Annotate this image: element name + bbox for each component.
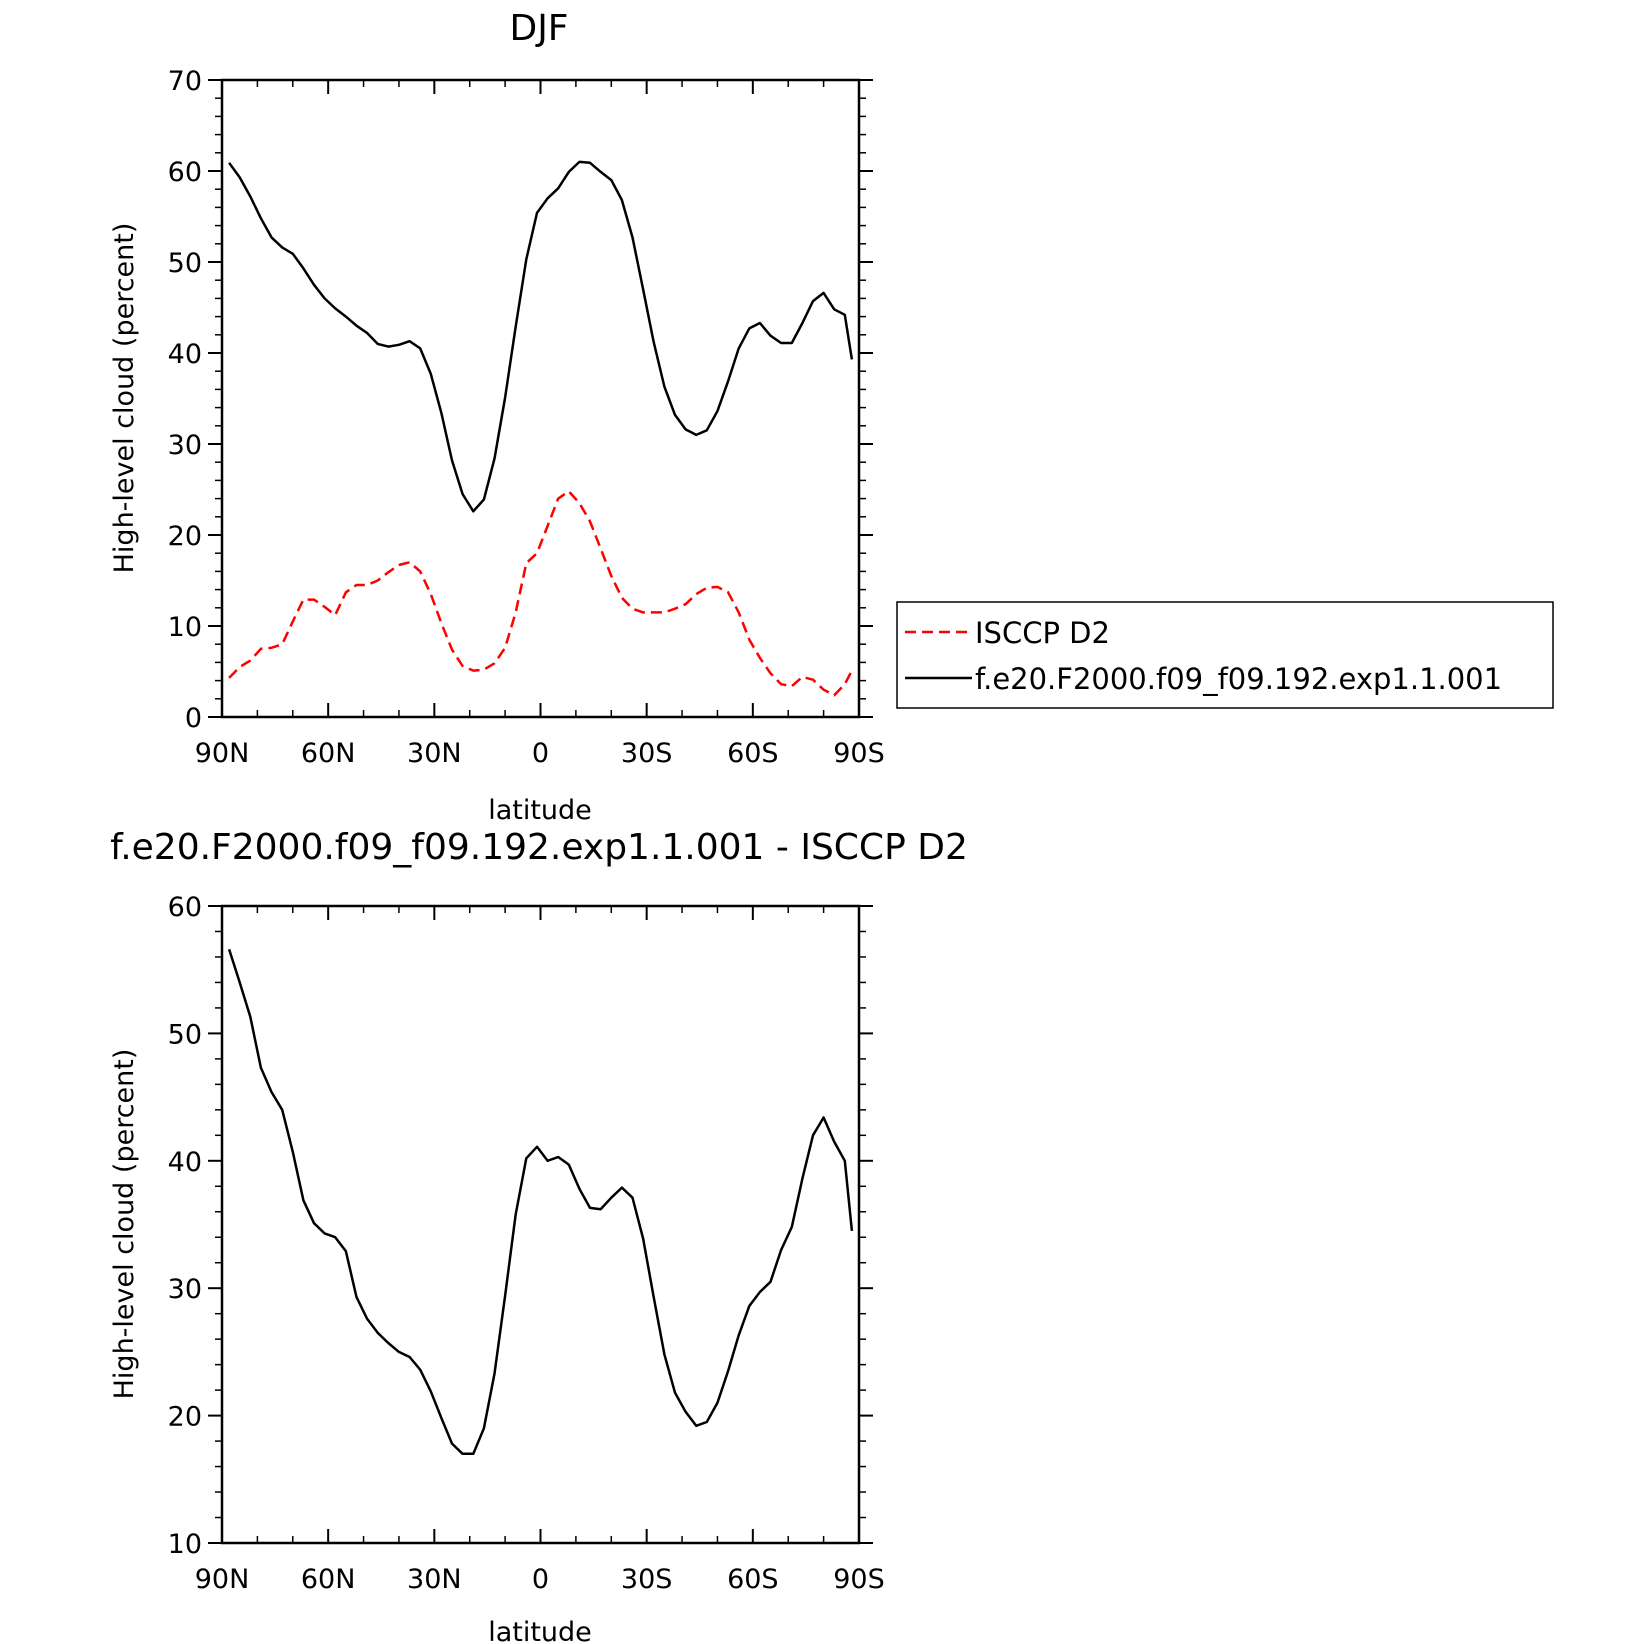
y-tick-label: 0 (185, 703, 202, 734)
x-tick-label: 90S (833, 1564, 885, 1595)
x-tick-label: 0 (532, 738, 549, 769)
y-tick-label: 50 (168, 1019, 202, 1050)
tick-labels-group: 90N 60N 30N 0 30S 60S 90S 10 20 30 40 50 60 (168, 892, 885, 1595)
x-tick-label: 90N (195, 1564, 250, 1595)
ticks-group (208, 905, 873, 1544)
y-tick-label: 20 (168, 1402, 202, 1433)
plot-area (227, 948, 854, 1456)
series-line-1 (228, 160, 854, 513)
plot-frame (220, 904, 861, 1545)
series-line-0 (227, 948, 854, 1456)
x-tick-label: 30N (407, 738, 462, 769)
y-tick-label: 10 (168, 1529, 202, 1560)
x-axis-label: latitude (488, 795, 592, 826)
chart-title: DJF (509, 8, 568, 49)
legend-label-isccp: ISCCP D2 (975, 616, 1110, 650)
x-tick-label: 60S (727, 1564, 779, 1595)
x-axis-label: latitude (488, 1617, 592, 1644)
chart-title: f.e20.F2000.f09_f09.192.exp1.1.001 - ISC… (110, 827, 968, 868)
x-tick-label: 0 (532, 1564, 549, 1595)
legend: ISCCP D2 f.e20.F2000.f09_f09.192.exp1.1.… (896, 601, 1554, 709)
y-tick-label: 50 (168, 248, 202, 279)
legend-box (896, 601, 1554, 709)
y-tick-label: 40 (168, 339, 202, 370)
ticks-group (208, 79, 873, 718)
x-tick-label: 30S (621, 1564, 673, 1595)
x-tick-label: 30S (621, 738, 673, 769)
y-tick-label: 70 (168, 66, 202, 97)
y-tick-label: 30 (168, 430, 202, 461)
x-tick-label: 60N (301, 738, 356, 769)
x-tick-label: 90S (833, 738, 885, 769)
x-tick-label: 30N (407, 1564, 462, 1595)
x-tick-label: 60N (301, 1564, 356, 1595)
chart-difference: f.e20.F2000.f09_f09.192.exp1.1.001 - ISC… (109, 827, 968, 1644)
y-tick-label: 60 (168, 892, 202, 923)
tick-labels-group: 90N 60N 30N 0 30S 60S 90S 0 10 20 30 40 50 60 70 (168, 66, 885, 769)
y-tick-label: 60 (168, 157, 202, 188)
y-tick-label: 10 (168, 612, 202, 643)
plot-area (228, 160, 854, 697)
y-axis-label: High-level cloud (percent) (109, 223, 140, 574)
y-tick-label: 20 (168, 521, 202, 552)
x-tick-label: 90N (195, 738, 250, 769)
series-line-0 (228, 490, 854, 697)
chart-djf: DJF 90N 60N 30N 0 30S 60S 90S 0 10 20 30 40 50 60 70 l… (109, 8, 1554, 826)
legend-label-model: f.e20.F2000.f09_f09.192.exp1.1.001 (975, 662, 1502, 696)
x-tick-label: 60S (727, 738, 779, 769)
plot-frame (220, 78, 861, 719)
y-axis-label: High-level cloud (percent) (109, 1049, 140, 1400)
y-tick-label: 30 (168, 1274, 202, 1305)
y-tick-label: 40 (168, 1147, 202, 1178)
